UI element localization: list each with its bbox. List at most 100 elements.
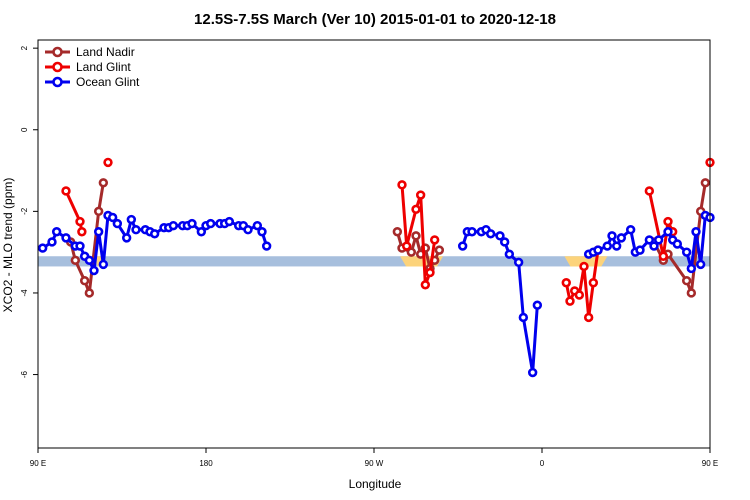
data-point [583, 312, 594, 323]
legend-marker [52, 76, 63, 88]
legend-marker [52, 46, 63, 58]
data-point [513, 257, 524, 268]
data-point [187, 218, 197, 229]
data-point [593, 245, 603, 255]
data-point [644, 186, 655, 196]
y-tick-label: -2 [20, 207, 29, 215]
data-point [89, 265, 99, 276]
data-point [686, 288, 697, 298]
data-point [467, 227, 477, 237]
series-ocean-glint [37, 210, 715, 378]
data-point [205, 218, 216, 229]
legend-label: Land Glint [76, 60, 131, 74]
data-point [98, 259, 109, 270]
data-point [168, 220, 179, 231]
data-point [401, 241, 412, 251]
legend-item: Ocean Glint [45, 75, 140, 89]
data-point [252, 220, 263, 231]
x-tick-label: 90 E [30, 459, 46, 468]
series-line [647, 190, 675, 258]
data-point [93, 206, 104, 217]
data-point [457, 241, 468, 251]
x-tick-label: 180 [199, 459, 213, 468]
data-point [61, 233, 71, 243]
data-point [499, 237, 510, 247]
data-point [574, 290, 585, 300]
data-point [37, 243, 48, 253]
data-point [131, 225, 141, 235]
data-point [495, 231, 505, 241]
data-point [649, 241, 659, 251]
data-point [485, 229, 496, 239]
data-point [79, 276, 90, 286]
data-point [565, 296, 575, 306]
data-point [243, 225, 253, 235]
data-point [75, 241, 85, 251]
data-point [93, 227, 104, 237]
ocean-band [38, 256, 710, 267]
data-point [420, 280, 431, 290]
x-tick-label: 90 E [702, 459, 718, 468]
data-point [126, 214, 137, 225]
x-tick-label: 0 [540, 459, 545, 468]
data-point [224, 216, 235, 227]
data-point [75, 216, 85, 227]
chart-title: 12.5S-7.5S March (Ver 10) 2015-01-01 to … [194, 11, 556, 28]
data-point [411, 231, 421, 241]
series-layer [37, 157, 715, 378]
data-point [611, 241, 622, 251]
data-point [415, 190, 426, 200]
data-point [518, 312, 529, 323]
data-point [635, 245, 645, 255]
data-point [70, 255, 81, 266]
legend-label: Land Nadir [76, 45, 135, 59]
y-axis-label: XCO2 - MLO trend (ppm) [1, 178, 15, 313]
data-point [196, 227, 207, 237]
data-point [47, 237, 57, 247]
data-point [406, 247, 417, 257]
data-point [625, 225, 636, 235]
land-band [38, 256, 710, 267]
data-point [700, 178, 711, 188]
data-point [691, 227, 701, 237]
data-point [51, 227, 62, 237]
data-point [561, 278, 571, 288]
data-point [121, 233, 132, 243]
data-point [98, 178, 109, 188]
data-point [149, 229, 160, 239]
data-point [644, 235, 655, 245]
data-point [84, 255, 95, 266]
data-point [527, 367, 538, 378]
data-point [532, 300, 543, 310]
data-point [602, 241, 613, 251]
data-point [434, 245, 445, 255]
data-point [392, 227, 403, 237]
x-axis-label: Longitude [349, 477, 402, 491]
data-point [681, 276, 692, 286]
data-point [588, 278, 599, 288]
y-tick-label: -6 [20, 370, 29, 378]
data-point [61, 186, 71, 196]
axes-layer: 90 E 180 90 W 0 90 E 2 0 -2 -4 -6 [20, 39, 718, 468]
data-point [257, 227, 267, 237]
legend-marker [52, 61, 63, 73]
y-tick-label: -4 [20, 289, 29, 297]
data-point [84, 288, 95, 298]
data-point [663, 216, 673, 227]
data-point [107, 212, 118, 223]
data-point [112, 218, 123, 229]
data-point [616, 233, 627, 243]
data-point [77, 227, 87, 237]
data-point [579, 261, 589, 272]
data-point [397, 180, 407, 190]
data-point [425, 267, 435, 278]
legend-item: Land Nadir [45, 45, 135, 59]
data-point [103, 157, 113, 168]
data-point [504, 249, 515, 259]
y-tick-label: 2 [20, 45, 29, 50]
data-point [681, 247, 692, 257]
legend-item: Land Glint [45, 60, 131, 74]
plot-area: 90 E 180 90 W 0 90 E 2 0 -2 -4 -6 [20, 39, 718, 468]
